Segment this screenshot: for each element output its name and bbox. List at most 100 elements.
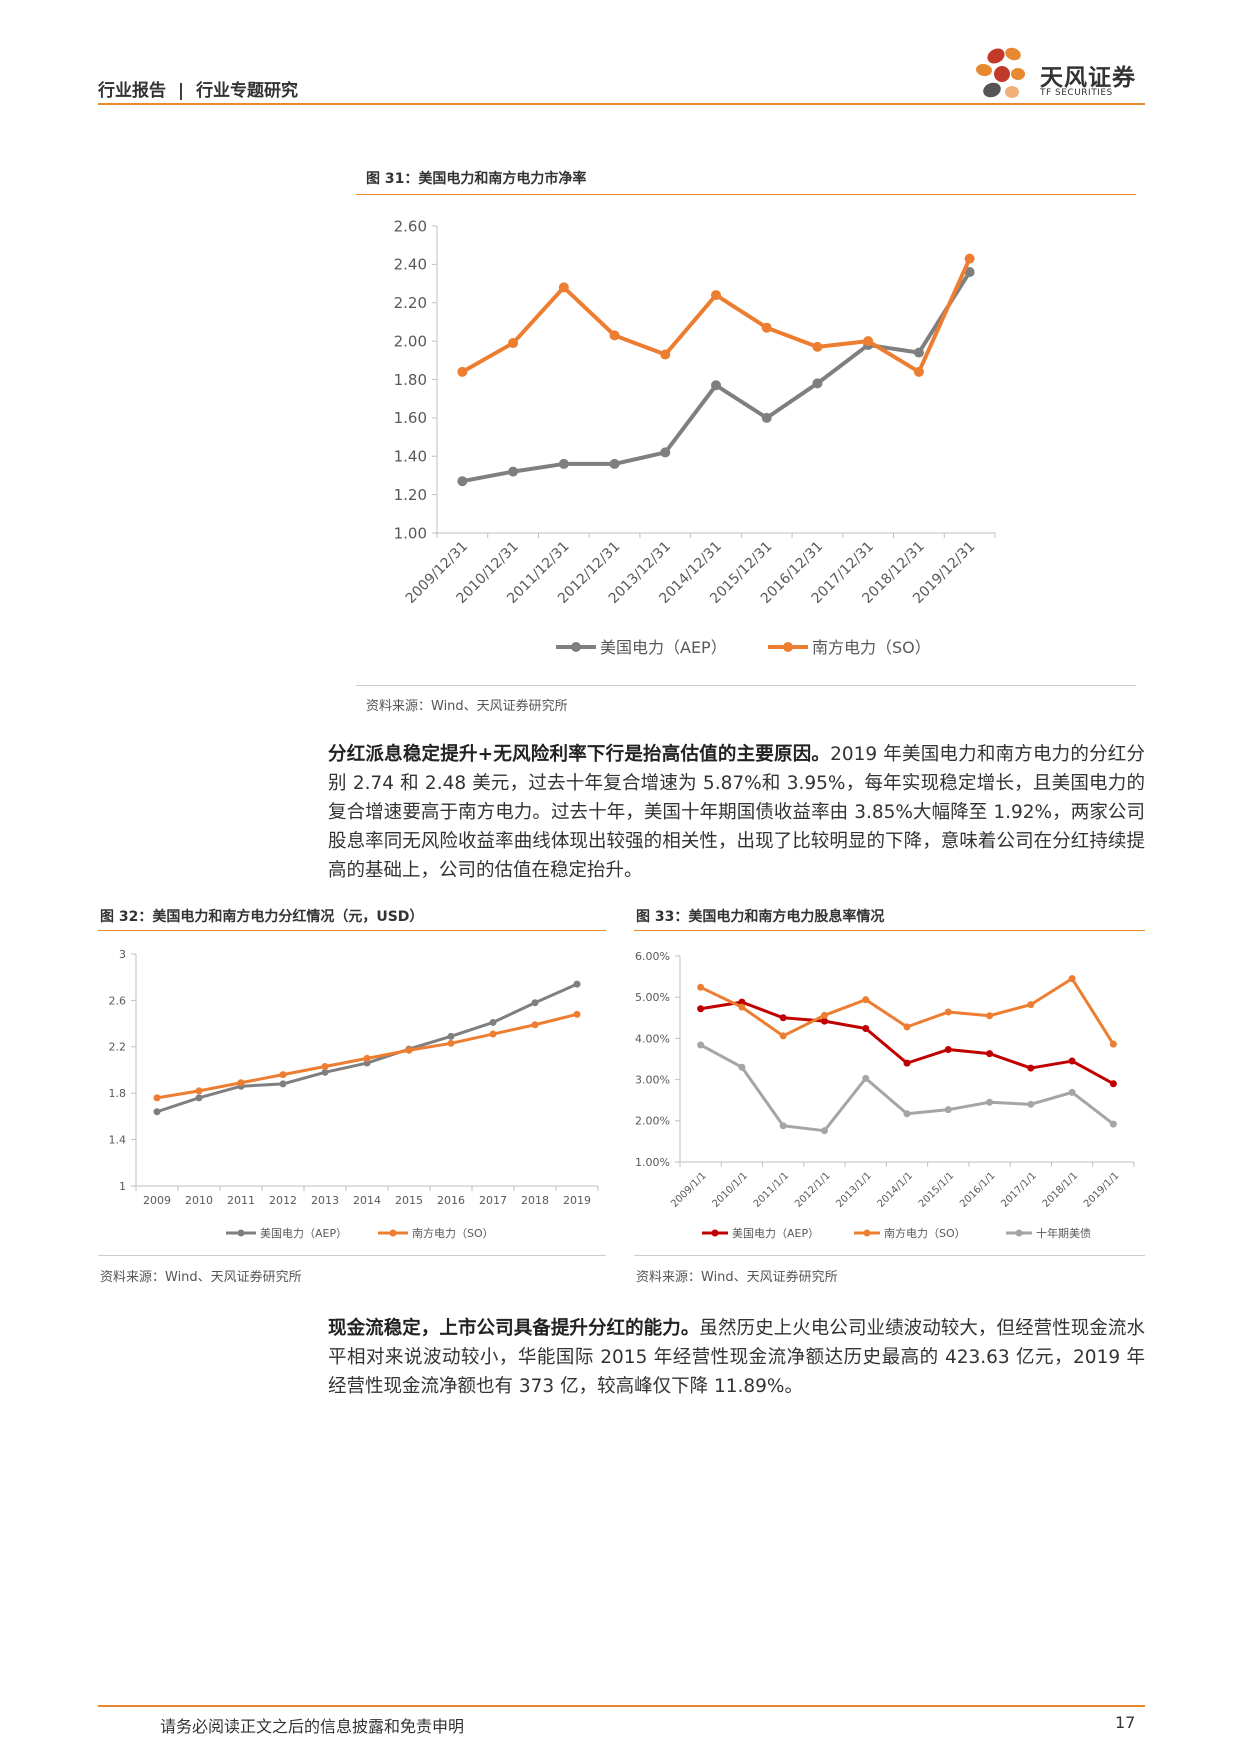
series-3-point — [1109, 1120, 1117, 1128]
y-tick-label: 1.40 — [394, 448, 427, 466]
y-tick-label: 1.20 — [394, 486, 427, 504]
series-2-point — [609, 330, 620, 341]
figure33-chart: 1.00%2.00%3.00%4.00%5.00%6.00%2009/1/1 20… — [635, 950, 1135, 1240]
figure31-top-rule — [356, 194, 1136, 195]
figure32-chart: 1 1.4 1.8 2.2 2.6 3 2009 2010 2011 2012 2013 2014 20… — [109, 948, 599, 1240]
series-2-point — [863, 336, 874, 347]
y-tick-label: 2.2 — [109, 1041, 127, 1054]
legend-marker-2 — [863, 1229, 871, 1237]
series-1-point — [944, 1046, 952, 1054]
series-1-point — [609, 458, 620, 469]
header-subsection: 行业专题研究 — [196, 81, 299, 101]
series-2-point — [447, 1039, 455, 1047]
series-3-point — [903, 1110, 911, 1118]
x-tick-label: 2017/1/1 — [999, 1170, 1039, 1210]
series-2-point — [812, 341, 823, 352]
series-2-point — [531, 1021, 539, 1029]
series-2-point — [405, 1046, 413, 1054]
series-1-point — [862, 1025, 870, 1033]
series-3-point — [862, 1074, 870, 1082]
y-tick-label: 1.4 — [109, 1133, 127, 1146]
x-tick-label: 2017 — [479, 1194, 507, 1207]
series-1-point — [812, 378, 823, 389]
series-2-point — [761, 322, 772, 333]
series-2-point — [964, 253, 975, 264]
header-separator: | — [177, 81, 185, 101]
series-1-point — [531, 999, 539, 1007]
series-1-point — [489, 1018, 497, 1026]
series-line-2 — [461, 257, 972, 374]
series-1-point — [558, 458, 569, 469]
x-tick-label: 2011/1/1 — [752, 1170, 792, 1210]
legend-label-2: 南方电力（SO） — [812, 638, 931, 657]
paragraph-valuation-lead: 分红派息稳定提升+无风险利率下行是抬高估值的主要原因。 — [328, 744, 831, 765]
figure33-title: 图 33：美国电力和南方电力股息率情况 — [636, 909, 885, 925]
series-line-1 — [461, 270, 972, 484]
series-1-point — [711, 380, 721, 391]
series-1-point — [779, 1014, 787, 1022]
series-2-point — [195, 1087, 203, 1095]
series-3-point — [1027, 1100, 1035, 1108]
series-1-point — [1027, 1064, 1035, 1072]
legend-marker-1 — [711, 1229, 719, 1237]
legend-marker-2 — [389, 1229, 397, 1237]
y-tick-label: 6.00% — [635, 950, 670, 963]
series-2-point — [779, 1032, 787, 1040]
series-1-point — [738, 998, 746, 1006]
header-section: 行业报告 — [98, 81, 166, 101]
logo-subtitle: TF SECURITIES — [1040, 88, 1113, 98]
series-1-point — [447, 1032, 455, 1040]
series-1-point — [508, 466, 519, 477]
y-tick-label: 1 — [119, 1180, 126, 1193]
series-2-point — [903, 1023, 911, 1031]
series-2-point — [913, 366, 924, 377]
paragraph-cashflow: 现金流稳定，上市公司具备提升分红的能力。虽然历史上火电公司业绩波动较大，但经营性… — [328, 1314, 1145, 1401]
y-tick-label: 1.8 — [109, 1087, 127, 1100]
x-tick-label: 2013/1/1 — [834, 1170, 874, 1210]
y-tick-label: 2.20 — [394, 294, 427, 312]
series-2-point — [944, 1008, 952, 1016]
y-tick-label: 1.60 — [394, 409, 427, 427]
legend-label-1: 美国电力（AEP） — [732, 1227, 819, 1240]
x-tick-label: 2015/1/1 — [917, 1170, 957, 1210]
x-tick-label: 2015 — [395, 1194, 423, 1207]
x-tick-label: 2018/1/1 — [1041, 1170, 1081, 1210]
series-1-point — [964, 267, 975, 278]
figure32-top-rule — [98, 930, 606, 931]
x-tick-label: 2016/1/1 — [958, 1170, 998, 1210]
series-2-point — [711, 290, 721, 301]
series-2-point — [1109, 1040, 1117, 1048]
series-1-point — [573, 980, 581, 988]
series-2-point — [508, 338, 519, 349]
series-3-point — [779, 1122, 787, 1130]
series-2-point — [820, 1011, 828, 1019]
y-tick-label: 4.00% — [635, 1032, 670, 1045]
series-2-point — [558, 282, 569, 293]
figure33-top-rule — [634, 930, 1145, 931]
series-2-point — [986, 1012, 994, 1020]
series-1-point — [195, 1094, 203, 1102]
figure31-bottom-rule — [356, 685, 1136, 686]
legend-label-3: 十年期美债 — [1036, 1226, 1091, 1240]
x-tick-label: 2010/1/1 — [710, 1170, 750, 1210]
series-2-point — [573, 1010, 581, 1018]
legend-marker-1 — [237, 1229, 245, 1237]
x-tick-label: 2009 — [143, 1194, 171, 1207]
y-tick-label: 2.40 — [394, 256, 427, 274]
series-2-point — [457, 366, 468, 377]
series-2-point — [363, 1054, 371, 1062]
series-3-point — [1068, 1088, 1076, 1096]
series-1-point — [153, 1108, 161, 1116]
x-tick-label: 2010 — [185, 1194, 213, 1207]
series-2-point — [738, 1003, 746, 1011]
series-3-point — [697, 1041, 705, 1049]
series-2-point — [660, 349, 671, 360]
y-tick-label: 1.80 — [394, 371, 427, 389]
series-3-point — [986, 1098, 994, 1106]
paragraph-cashflow-body: 虽然历史上火电公司业绩波动较大，但经营性现金流水平相对来说波动较小，华能国际 2… — [328, 1318, 1145, 1397]
series-1-point — [697, 1005, 705, 1013]
series-3-point — [944, 1106, 952, 1114]
legend-marker-3 — [1015, 1229, 1023, 1237]
series-1-point — [660, 447, 671, 458]
series-2-point — [153, 1094, 161, 1102]
